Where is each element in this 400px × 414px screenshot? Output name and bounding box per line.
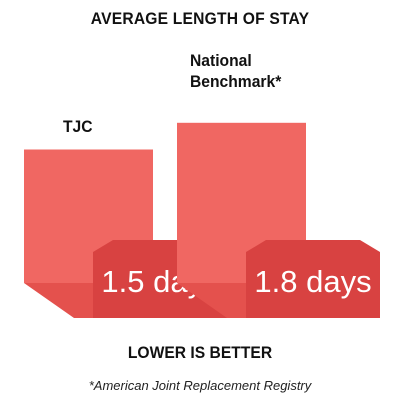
- value-tag-national-benchmark: [246, 240, 380, 318]
- category-label-tjc: TJC: [63, 117, 93, 136]
- footnote: *American Joint Replacement Registry: [88, 378, 312, 393]
- chart-title: AVERAGE LENGTH OF STAY: [90, 9, 310, 28]
- category-label-national-benchmark: National Benchmark*: [190, 51, 282, 91]
- value-label-national-benchmark: 1.8 days: [254, 264, 371, 299]
- annotation-lower-is-better: LOWER IS BETTER: [127, 343, 273, 362]
